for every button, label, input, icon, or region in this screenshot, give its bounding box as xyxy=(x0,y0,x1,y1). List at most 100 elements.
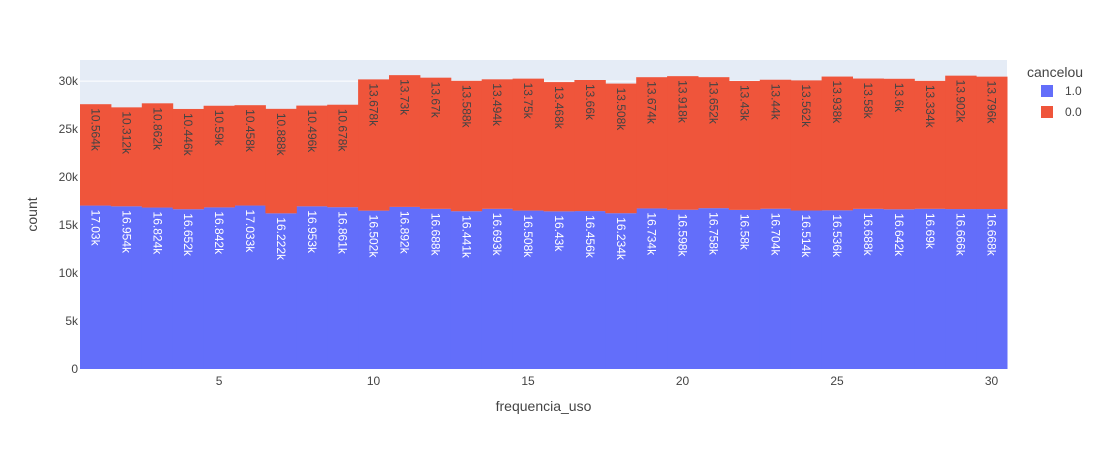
bar-segment-0.0[interactable] xyxy=(914,80,946,209)
bar-segment-0.0[interactable] xyxy=(481,79,514,209)
bar-segment-0.0[interactable] xyxy=(141,103,174,208)
bar-segment-1.0[interactable] xyxy=(636,208,668,369)
bar-segment-1.0[interactable] xyxy=(419,208,452,369)
bar-value-label: 10.59k xyxy=(212,110,226,147)
legend-item-label[interactable]: 0.0 xyxy=(1065,105,1082,119)
bar-segment-0.0[interactable] xyxy=(605,83,637,214)
bar-segment-0.0[interactable] xyxy=(512,78,544,211)
bar-segment-1.0[interactable] xyxy=(481,208,514,369)
legend-title: cancelou xyxy=(1027,64,1083,80)
bars-layer[interactable] xyxy=(80,75,1008,369)
x-tick-label: 30 xyxy=(985,374,999,388)
bar-segment-1.0[interactable] xyxy=(265,213,297,369)
bar-segment-0.0[interactable] xyxy=(698,77,730,209)
bar-segment-0.0[interactable] xyxy=(790,80,823,211)
y-axis-title: count xyxy=(24,197,40,231)
bar-segment-1.0[interactable] xyxy=(914,208,946,369)
bar-segment-1.0[interactable] xyxy=(790,210,823,369)
bar-segment-1.0[interactable] xyxy=(605,213,637,369)
bar-segment-0.0[interactable] xyxy=(327,104,359,208)
legend-item-label[interactable]: 1.0 xyxy=(1065,84,1082,98)
bar-segment-1.0[interactable] xyxy=(667,209,699,369)
bar-value-label: 13.73k xyxy=(397,79,411,116)
bar-value-label: 16.508k xyxy=(521,215,535,259)
bar-segment-1.0[interactable] xyxy=(80,205,112,369)
y-tick-label: 25k xyxy=(59,122,79,136)
bar-segment-1.0[interactable] xyxy=(512,210,544,369)
bar-value-label: 16.758k xyxy=(706,212,720,256)
bar-value-label: 13.43k xyxy=(737,85,751,122)
bar-value-label: 16.58k xyxy=(737,214,751,251)
bar-segment-0.0[interactable] xyxy=(759,79,792,209)
bar-segment-0.0[interactable] xyxy=(358,79,390,211)
bar-segment-0.0[interactable] xyxy=(389,75,421,207)
y-tick-label: 5k xyxy=(65,314,79,328)
bar-segment-1.0[interactable] xyxy=(759,208,792,369)
bar-value-label: 16.222k xyxy=(274,217,288,261)
bar-segment-1.0[interactable] xyxy=(172,209,205,369)
bar-segment-0.0[interactable] xyxy=(976,76,1008,210)
bar-segment-1.0[interactable] xyxy=(945,209,977,369)
bar-segment-0.0[interactable] xyxy=(883,78,915,210)
bar-segment-0.0[interactable] xyxy=(667,76,699,210)
bar-segment-1.0[interactable] xyxy=(389,206,421,369)
legend[interactable]: cancelou 1.0 0.0 xyxy=(1027,64,1083,119)
bar-segment-1.0[interactable] xyxy=(141,207,174,369)
bar-segment-1.0[interactable] xyxy=(358,210,390,369)
bar-value-label: 16.598k xyxy=(676,214,690,258)
bar-segment-0.0[interactable] xyxy=(203,105,235,208)
bar-segment-0.0[interactable] xyxy=(80,104,112,206)
bar-value-label: 13.75k xyxy=(521,83,535,120)
bar-value-label: 13.652k xyxy=(706,81,720,125)
bar-segment-1.0[interactable] xyxy=(976,209,1008,369)
bar-segment-1.0[interactable] xyxy=(296,206,328,369)
bar-segment-1.0[interactable] xyxy=(543,211,575,369)
bar-segment-1.0[interactable] xyxy=(234,205,266,369)
bar-value-label: 16.234k xyxy=(614,217,628,261)
bar-value-label: 16.441k xyxy=(459,215,473,259)
bar-segment-1.0[interactable] xyxy=(821,210,853,369)
bar-segment-0.0[interactable] xyxy=(543,82,575,212)
bar-segment-1.0[interactable] xyxy=(698,208,730,369)
bar-value-label: 13.6k xyxy=(892,83,906,113)
bar-value-label: 13.678k xyxy=(367,83,381,127)
bar-value-label: 16.688k xyxy=(428,213,442,257)
legend-swatch[interactable] xyxy=(1041,106,1053,118)
bar-segment-1.0[interactable] xyxy=(852,208,884,369)
bar-segment-0.0[interactable] xyxy=(574,79,606,212)
bar-segment-0.0[interactable] xyxy=(172,108,205,210)
bar-value-label: 10.446k xyxy=(181,113,195,157)
bar-segment-1.0[interactable] xyxy=(203,207,235,369)
bar-segment-0.0[interactable] xyxy=(450,80,483,212)
bar-segment-0.0[interactable] xyxy=(945,75,977,210)
bar-segment-0.0[interactable] xyxy=(265,108,297,214)
bar-value-label: 13.796k xyxy=(985,81,999,125)
bar-segment-1.0[interactable] xyxy=(450,211,483,369)
bar-segment-1.0[interactable] xyxy=(728,209,761,369)
bar-segment-0.0[interactable] xyxy=(110,107,143,207)
bar-segment-0.0[interactable] xyxy=(728,81,761,210)
bar-segment-0.0[interactable] xyxy=(296,105,328,207)
bar-value-label: 13.938k xyxy=(830,81,844,125)
bar-value-label: 13.66k xyxy=(583,84,597,121)
bar-segment-1.0[interactable] xyxy=(574,211,606,369)
bar-segment-0.0[interactable] xyxy=(234,105,266,206)
bar-value-label: 16.861k xyxy=(336,211,350,255)
legend-swatch[interactable] xyxy=(1041,85,1053,97)
bar-value-label: 13.918k xyxy=(676,80,690,124)
bar-segment-0.0[interactable] xyxy=(852,78,884,209)
bar-value-label: 10.862k xyxy=(150,107,164,151)
bar-value-label: 13.468k xyxy=(552,86,566,130)
bar-segment-0.0[interactable] xyxy=(821,76,853,211)
bar-value-label: 10.496k xyxy=(305,110,319,154)
bar-segment-1.0[interactable] xyxy=(883,209,915,369)
x-axis-title: frequencia_uso xyxy=(496,398,592,414)
bar-segment-0.0[interactable] xyxy=(636,77,668,209)
bar-segment-1.0[interactable] xyxy=(110,206,143,369)
bar-value-label: 13.902k xyxy=(954,80,968,124)
bar-value-label: 13.44k xyxy=(768,84,782,121)
bar-segment-0.0[interactable] xyxy=(419,77,452,209)
x-tick-label: 15 xyxy=(521,374,535,388)
bar-segment-1.0[interactable] xyxy=(327,207,359,369)
bar-value-label: 17.03k xyxy=(88,210,102,247)
